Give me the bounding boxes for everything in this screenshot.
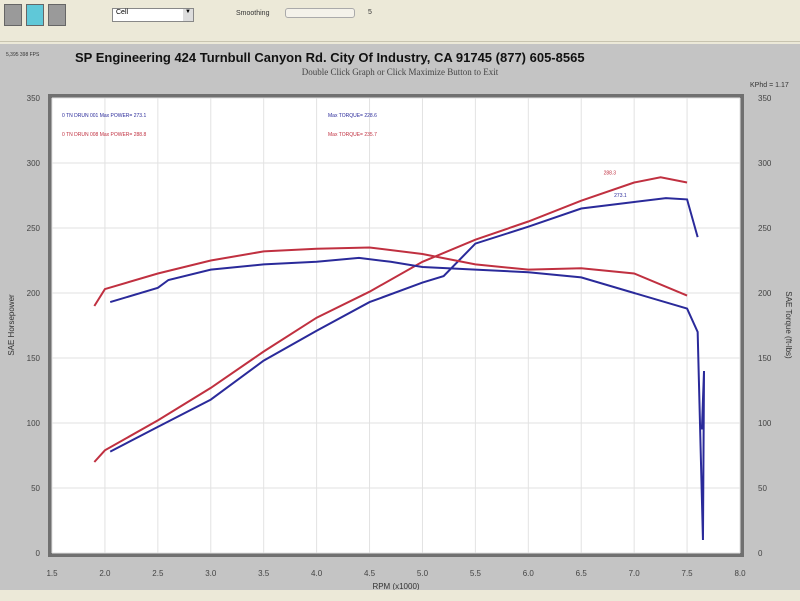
y-axis-label: SAE Horsepower [7,294,16,356]
kpa-label: KPhd = 1.17 [750,82,789,89]
y-tick-label: 350 [27,94,41,103]
y-axis-right-label: SAE Torque (ft-lbs) [784,291,793,359]
y-tick-label: 250 [27,224,41,233]
x-tick-label: 6.5 [576,569,588,578]
series-line-0 [109,197,699,453]
print-icon[interactable] [4,4,22,26]
y-right-tick-label: 350 [758,94,772,103]
smoothing-slider[interactable] [285,8,355,18]
series-line-3 [93,246,688,307]
peak-annotation: 273.1 [614,193,627,199]
view-select[interactable]: Cell ▼ [112,8,194,22]
x-tick-label: 5.5 [470,569,482,578]
y-tick-label: 200 [27,289,41,298]
y-right-tick-label: 200 [758,289,772,298]
plot-area [52,98,740,553]
x-tick-label: 1.5 [46,569,58,578]
chart-subtitle: Double Click Graph or Click Maximize But… [301,67,499,77]
smoothing-value: 5 [368,9,372,16]
corner-text: 5,395 398 FPS [6,52,40,58]
x-tick-label: 4.5 [364,569,376,578]
x-tick-label: 3.5 [258,569,270,578]
y-right-tick-label: 250 [758,224,772,233]
y-tick-label: 300 [27,159,41,168]
toolbar: Cell ▼ Smoothing 5 [0,0,800,42]
peak-annotation: 288.3 [604,171,617,177]
status-bar [0,590,800,601]
maximize-icon[interactable] [48,4,66,26]
x-tick-label: 7.5 [682,569,694,578]
x-tick-label: 5.0 [417,569,429,578]
y-right-tick-label: 300 [758,159,772,168]
y-right-tick-label: 0 [758,549,763,558]
copy-icon[interactable] [26,4,44,26]
x-tick-label: 2.5 [152,569,164,578]
series-line-1 [93,176,688,463]
y-tick-label: 50 [31,484,40,493]
y-right-tick-label: 150 [758,354,772,363]
legend-entry: 0 TN DRUN 008 Max POWER= 288.8 [62,132,146,138]
y-tick-label: 0 [36,549,41,558]
x-tick-label: 8.0 [734,569,746,578]
x-tick-label: 3.0 [205,569,217,578]
y-tick-label: 100 [27,419,41,428]
x-tick-label: 2.0 [99,569,111,578]
smoothing-label: Smoothing [236,10,270,17]
chart-title: SP Engineering 424 Turnbull Canyon Rd. C… [75,50,585,65]
y-right-tick-label: 100 [758,419,772,428]
legend-entry: Max TORQUE= 235.7 [328,132,377,138]
legend-entry: 0 TN DRUN 001 Max POWER= 273.1 [62,113,146,119]
chevron-down-icon: ▼ [183,9,193,21]
x-tick-label: 4.0 [311,569,323,578]
y-right-tick-label: 50 [758,484,767,493]
view-select-value: Cell [116,9,129,16]
x-tick-label: 6.0 [523,569,535,578]
x-tick-label: 7.0 [629,569,641,578]
series-line-2 [109,256,706,541]
x-axis-label: RPM (x1000) [372,582,419,591]
y-tick-label: 150 [27,354,41,363]
legend-entry: Max TORQUE= 228.6 [328,113,377,119]
